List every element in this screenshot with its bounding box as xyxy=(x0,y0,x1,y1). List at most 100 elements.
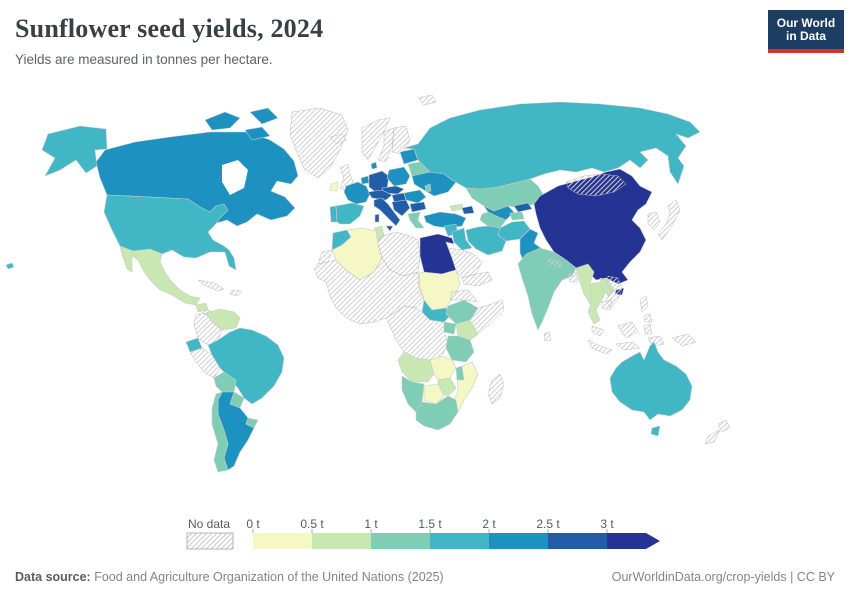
map-legend: No data 0 t 0.5 t 1 t 1.5 t 2 t 2.5 t 3 … xyxy=(0,505,850,563)
country-balkans[interactable] xyxy=(391,199,411,217)
country-tajikistan[interactable] xyxy=(509,211,525,221)
legend-tick-3: 1.5 t xyxy=(418,517,442,531)
country-greenland[interactable] xyxy=(289,107,349,179)
country-indonesia-east[interactable] xyxy=(647,335,665,347)
country-moldova[interactable] xyxy=(424,183,432,193)
country-georgia[interactable] xyxy=(449,203,464,212)
country-greece[interactable] xyxy=(407,211,425,229)
country-australia[interactable] xyxy=(609,341,693,421)
country-zambia[interactable] xyxy=(429,355,457,381)
country-italy[interactable] xyxy=(373,197,401,227)
country-ireland[interactable] xyxy=(329,181,339,192)
country-benelux[interactable] xyxy=(360,175,370,185)
country-spain[interactable] xyxy=(335,202,365,225)
country-sri-lanka[interactable] xyxy=(543,331,552,342)
footer-link[interactable]: OurWorldinData.org/crop-yields xyxy=(611,570,787,584)
legend-tick-5: 2.5 t xyxy=(536,517,560,531)
country-iceland[interactable] xyxy=(329,133,347,145)
country-borneo[interactable] xyxy=(617,321,639,339)
country-azerbaijan[interactable] xyxy=(461,205,475,215)
country-finland[interactable] xyxy=(391,125,411,155)
country-mexico[interactable] xyxy=(119,245,201,306)
country-uganda[interactable] xyxy=(443,321,457,335)
country-indonesia-java[interactable] xyxy=(615,341,641,351)
footer: Data source: Food and Agriculture Organi… xyxy=(15,570,835,584)
country-tasmania[interactable] xyxy=(650,425,661,437)
legend-tick-2: 1 t xyxy=(364,517,378,531)
country-eritrea[interactable] xyxy=(449,289,479,303)
legend-bin-1.5-2[interactable] xyxy=(430,533,489,549)
page-subtitle: Yields are measured in tonnes per hectar… xyxy=(15,52,273,67)
owid-logo[interactable]: Our World in Data xyxy=(768,10,844,53)
legend-tick-6: 3 t xyxy=(600,517,614,531)
country-iran[interactable] xyxy=(465,225,507,256)
legend-tick-0: 0 t xyxy=(246,517,260,531)
country-iraq[interactable] xyxy=(451,227,473,251)
footer-license: CC BY xyxy=(796,570,835,584)
country-bulgaria[interactable] xyxy=(409,201,427,213)
country-svalbard[interactable] xyxy=(417,94,437,106)
country-madagascar[interactable] xyxy=(487,373,505,405)
legend-bin-3-plus-arrow[interactable] xyxy=(607,533,660,549)
country-china[interactable] xyxy=(533,168,653,285)
country-turkmenistan[interactable] xyxy=(479,211,507,229)
country-canada-arctic[interactable] xyxy=(204,107,279,141)
country-denmark[interactable] xyxy=(370,161,378,170)
country-cambodia[interactable] xyxy=(601,299,613,311)
country-norway[interactable] xyxy=(361,117,391,161)
country-korea[interactable] xyxy=(647,211,661,231)
country-brazil[interactable] xyxy=(207,327,285,405)
country-new-zealand-north[interactable] xyxy=(717,419,731,433)
country-sulawesi[interactable] xyxy=(643,323,653,335)
country-alaska[interactable] xyxy=(41,125,108,177)
country-yemen-oman[interactable] xyxy=(461,271,493,287)
country-drc[interactable] xyxy=(385,305,449,361)
country-philippines-south[interactable] xyxy=(643,313,653,323)
legend-tick-4: 2 t xyxy=(482,517,496,531)
country-sardinia[interactable] xyxy=(374,213,380,223)
footer-source-text: Food and Agriculture Organization of the… xyxy=(90,570,444,584)
owid-logo-line1: Our World xyxy=(776,15,836,30)
country-hispaniola[interactable] xyxy=(229,289,243,297)
country-angola[interactable] xyxy=(397,351,435,383)
country-papua-new-guinea[interactable] xyxy=(671,333,697,347)
country-tanzania[interactable] xyxy=(445,335,475,363)
country-new-zealand-south[interactable] xyxy=(704,429,721,445)
country-mongolia[interactable] xyxy=(565,173,627,197)
country-romania[interactable] xyxy=(403,189,427,204)
footer-source-label: Data source: xyxy=(15,570,91,584)
country-chile[interactable] xyxy=(211,391,229,473)
country-botswana[interactable] xyxy=(423,383,445,405)
country-malaysia[interactable] xyxy=(591,325,605,337)
country-kyrgyzstan[interactable] xyxy=(513,202,533,213)
country-india[interactable] xyxy=(517,247,577,331)
country-egypt[interactable] xyxy=(419,233,457,275)
legend-no-data-swatch[interactable] xyxy=(186,532,234,550)
country-austria-switzerland[interactable] xyxy=(367,189,393,201)
legend-bin-0-0.5[interactable] xyxy=(253,533,312,549)
country-peru[interactable] xyxy=(189,347,221,379)
footer-source: Data source: Food and Agriculture Organi… xyxy=(15,570,444,584)
page-title: Sunflower seed yields, 2024 xyxy=(15,14,324,43)
country-nepal[interactable] xyxy=(547,257,563,269)
country-france[interactable] xyxy=(343,181,371,205)
country-poland[interactable] xyxy=(386,166,411,187)
country-kenya[interactable] xyxy=(455,319,479,341)
owid-logo-line2: in Data xyxy=(785,28,826,43)
country-indonesia-sumatra[interactable] xyxy=(587,339,613,355)
legend-bin-2.5-3[interactable] xyxy=(548,533,607,549)
country-sicily[interactable] xyxy=(385,225,394,232)
legend-bin-1-1.5[interactable] xyxy=(371,533,430,549)
country-japan[interactable] xyxy=(657,199,681,241)
country-bangladesh[interactable] xyxy=(567,271,579,283)
world-map xyxy=(0,85,850,505)
country-philippines-north[interactable] xyxy=(639,295,649,313)
country-cuba[interactable] xyxy=(197,279,225,292)
legend-bin-0.5-1[interactable] xyxy=(312,533,371,549)
country-south-africa[interactable] xyxy=(415,395,459,431)
footer-separator: | xyxy=(786,570,797,584)
legend-bin-2-2.5[interactable] xyxy=(489,533,548,549)
country-russia[interactable] xyxy=(403,101,701,190)
country-hawaii[interactable] xyxy=(5,262,15,270)
footer-right: OurWorldinData.org/crop-yields | CC BY xyxy=(612,570,835,584)
